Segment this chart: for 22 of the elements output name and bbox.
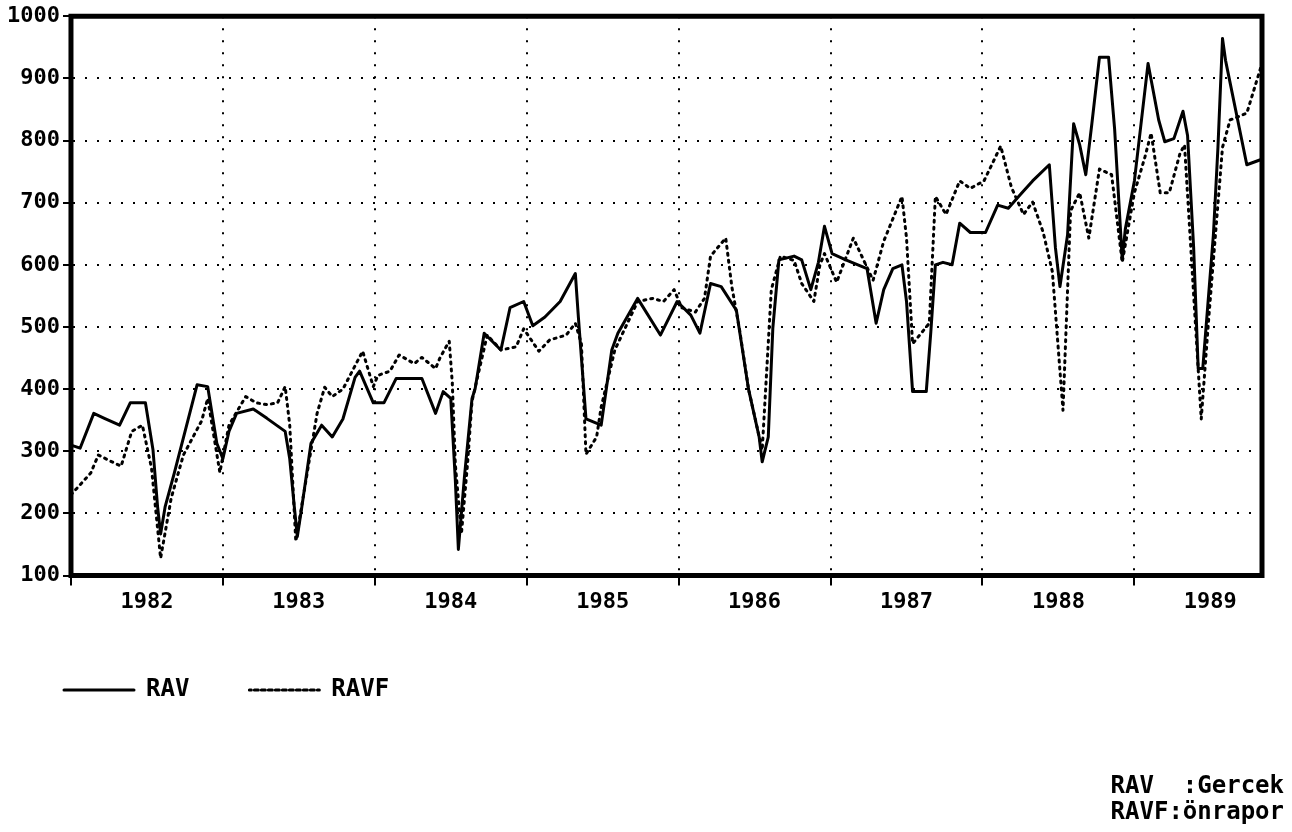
x-tick-label: 1987 [880,587,934,613]
legend-label: RAV [146,674,190,703]
text: RAVF:önrapor [1110,797,1284,825]
y-tick-label: 900 [20,64,60,90]
x-tick-label: 1984 [424,587,478,613]
text: RAV :Gercek [1110,771,1284,799]
x-tick-label: 1983 [272,587,326,613]
y-tick-label: 400 [20,374,60,400]
y-tick-label: 500 [20,312,60,338]
y-tick-label: 300 [20,437,60,463]
y-tick-label: 600 [20,250,60,276]
x-tick-label: 1986 [728,587,782,613]
y-tick-label: 100 [20,561,60,587]
y-tick-label: 1000 [7,1,60,27]
x-tick-label: 1989 [1183,587,1237,613]
x-tick-label: 1985 [576,587,630,613]
y-tick-label: 700 [20,188,60,214]
legend-label: RAVF [331,674,390,703]
y-tick-label: 800 [20,126,60,152]
x-tick-label: 1982 [120,587,174,613]
y-tick-label: 200 [20,499,60,525]
x-tick-label: 1988 [1031,587,1085,613]
